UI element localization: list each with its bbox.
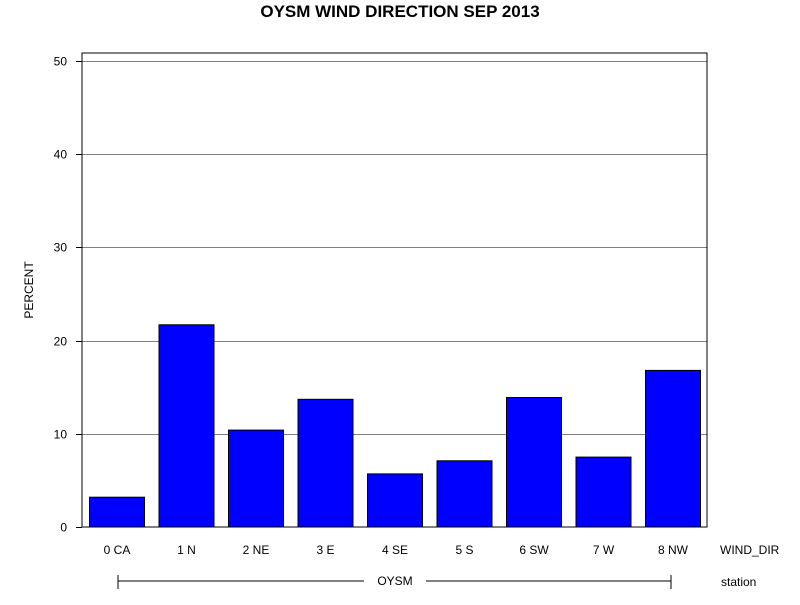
chart-title: OYSM WIND DIRECTION SEP 2013 bbox=[260, 2, 539, 21]
x-axis-label: WIND_DIR bbox=[720, 543, 780, 557]
y-axis-ticks: 0 10 20 30 40 50 bbox=[54, 55, 82, 535]
station-group-label: OYSM bbox=[377, 574, 412, 588]
x-tick-label: 4 SE bbox=[382, 543, 408, 557]
x-tick-label: 8 NW bbox=[658, 543, 689, 557]
y-tick-label: 40 bbox=[54, 148, 68, 162]
bar bbox=[436, 460, 493, 528]
y-axis-label: PERCENT bbox=[22, 261, 36, 319]
bar bbox=[645, 369, 701, 528]
bar bbox=[89, 496, 145, 528]
x-tick-label: 1 N bbox=[177, 543, 196, 557]
x-tick-label: 7 W bbox=[593, 543, 615, 557]
station-group-axis: OYSM station bbox=[117, 574, 756, 589]
x-tick-label: 0 CA bbox=[104, 543, 131, 557]
bar bbox=[158, 324, 215, 528]
bars bbox=[89, 324, 701, 528]
x-axis-labels: 0 CA 1 N 2 NE 3 E 4 SE 5 S 6 SW 7 W 8 NW bbox=[104, 543, 689, 557]
y-tick-label: 30 bbox=[54, 241, 68, 255]
x-tick-label: 5 S bbox=[455, 543, 473, 557]
y-tick-label: 0 bbox=[60, 521, 67, 535]
bar bbox=[228, 429, 284, 528]
y-tick-label: 20 bbox=[54, 335, 68, 349]
bar bbox=[575, 456, 632, 528]
plot-frame bbox=[81, 52, 708, 528]
x-tick-label: 6 SW bbox=[519, 543, 549, 557]
bar bbox=[506, 397, 562, 528]
station-axis-label: station bbox=[721, 575, 756, 589]
bar bbox=[367, 473, 423, 528]
y-tick-label: 50 bbox=[54, 55, 68, 69]
bar bbox=[297, 398, 354, 528]
y-tick-label: 10 bbox=[54, 428, 68, 442]
x-tick-label: 3 E bbox=[316, 543, 334, 557]
x-tick-label: 2 NE bbox=[243, 543, 270, 557]
